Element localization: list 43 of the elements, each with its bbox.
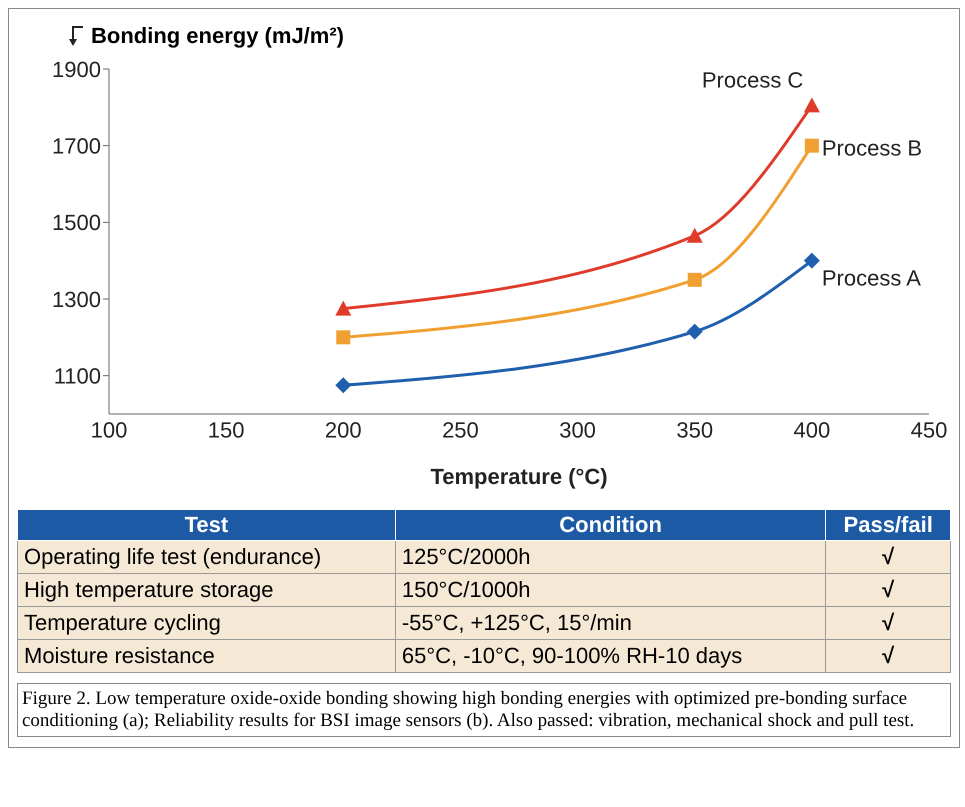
y-axis-title: Bonding energy (mJ/m²) <box>91 23 344 49</box>
series-label: Process C <box>702 67 804 92</box>
y-tick-label: 1900 <box>52 56 101 82</box>
text: Moisture resistance <box>18 640 396 672</box>
text: -55°C, +125°C, 15°/min <box>395 606 826 640</box>
y-tick-label: 1100 <box>54 363 101 388</box>
x-tick-label: 350 <box>676 418 714 443</box>
text: √ <box>826 640 950 672</box>
x-axis-title: Temperature (°C) <box>430 464 608 489</box>
y-tick-label: 1500 <box>52 210 101 236</box>
y-tick-label: 1300 <box>52 286 101 312</box>
text: 150°C/1000h <box>395 574 826 606</box>
text: Pass/fail <box>826 510 950 540</box>
text: 125°C/2000h <box>395 540 826 574</box>
series-label: Process A <box>822 266 922 291</box>
point <box>804 252 820 269</box>
x-tick-label: 250 <box>442 418 479 443</box>
x-tick-label: 200 <box>324 418 362 443</box>
x-tick-label: 150 <box>208 418 244 443</box>
x-tick-label: 300 <box>559 418 596 443</box>
point <box>686 228 703 243</box>
x-tick-label: 100 <box>90 418 128 443</box>
text: High temperature storage <box>18 574 396 606</box>
text: √ <box>826 574 950 606</box>
point <box>804 138 819 153</box>
series-label: Process B <box>822 136 922 161</box>
point <box>686 324 703 340</box>
point <box>335 300 352 316</box>
caption: Figure 2. Low temperature oxide-oxide bonding showing high bonding energies with optimized pre-bonding surface conditioning (a); Reliability results for BSI image sensors (b). Also passed: vibration, mechanical shock and pull test. <box>22 688 916 732</box>
point <box>688 272 702 287</box>
text: Temperature cycling <box>18 606 396 640</box>
text: Operating life test (endurance) <box>18 540 396 574</box>
y-tick-label: 1700 <box>52 133 101 158</box>
text: √ <box>826 540 950 574</box>
point <box>336 330 350 344</box>
point <box>335 377 352 394</box>
point <box>804 97 820 112</box>
text: 65°C, -10°C, 90-100% RH-10 days <box>395 640 826 672</box>
text: Test <box>18 510 396 540</box>
text: Condition <box>395 510 826 540</box>
x-tick-label: 400 <box>794 418 830 443</box>
x-tick-label: 450 <box>910 418 948 443</box>
text: √ <box>826 606 950 640</box>
